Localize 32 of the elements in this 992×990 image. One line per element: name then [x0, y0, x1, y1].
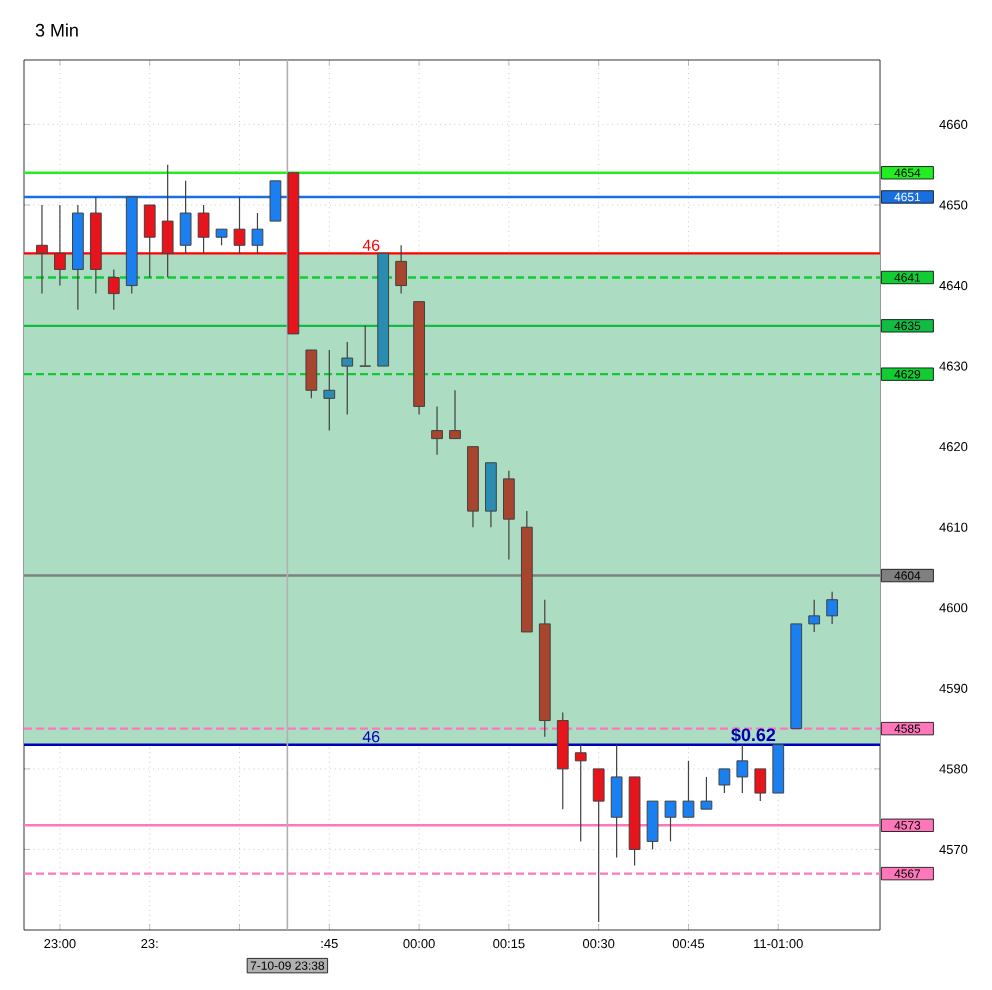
candlestick	[107, 268, 120, 311]
candlestick	[682, 760, 695, 818]
candlestick	[502, 470, 515, 561]
candlestick	[449, 389, 461, 440]
candlestick	[395, 244, 408, 295]
candlestick	[736, 744, 749, 794]
candlestick	[341, 341, 354, 416]
candlestick	[610, 744, 623, 859]
candlestick	[431, 405, 443, 456]
candlestick	[269, 180, 282, 222]
candlestick	[664, 800, 677, 842]
candlestick	[197, 204, 210, 254]
candlestick	[179, 180, 192, 254]
chart-title: 3 Min	[35, 23, 78, 37]
candlestick	[700, 776, 713, 810]
candlestick	[251, 212, 264, 254]
candlestick	[718, 768, 731, 794]
candlestick	[359, 325, 372, 367]
candlestick	[754, 768, 767, 802]
candlestick	[808, 599, 821, 633]
candlestick	[54, 204, 66, 287]
candlestick	[646, 800, 659, 851]
annotation: $0.62	[731, 727, 776, 743]
candlestick	[233, 196, 246, 254]
candlestick	[305, 349, 318, 399]
candlestick	[161, 164, 174, 279]
candlestick	[592, 768, 605, 923]
candlestick	[574, 744, 587, 842]
candlestick	[826, 591, 839, 625]
candlestick	[36, 204, 48, 295]
candlestick	[143, 204, 156, 279]
candlestick	[323, 349, 336, 432]
